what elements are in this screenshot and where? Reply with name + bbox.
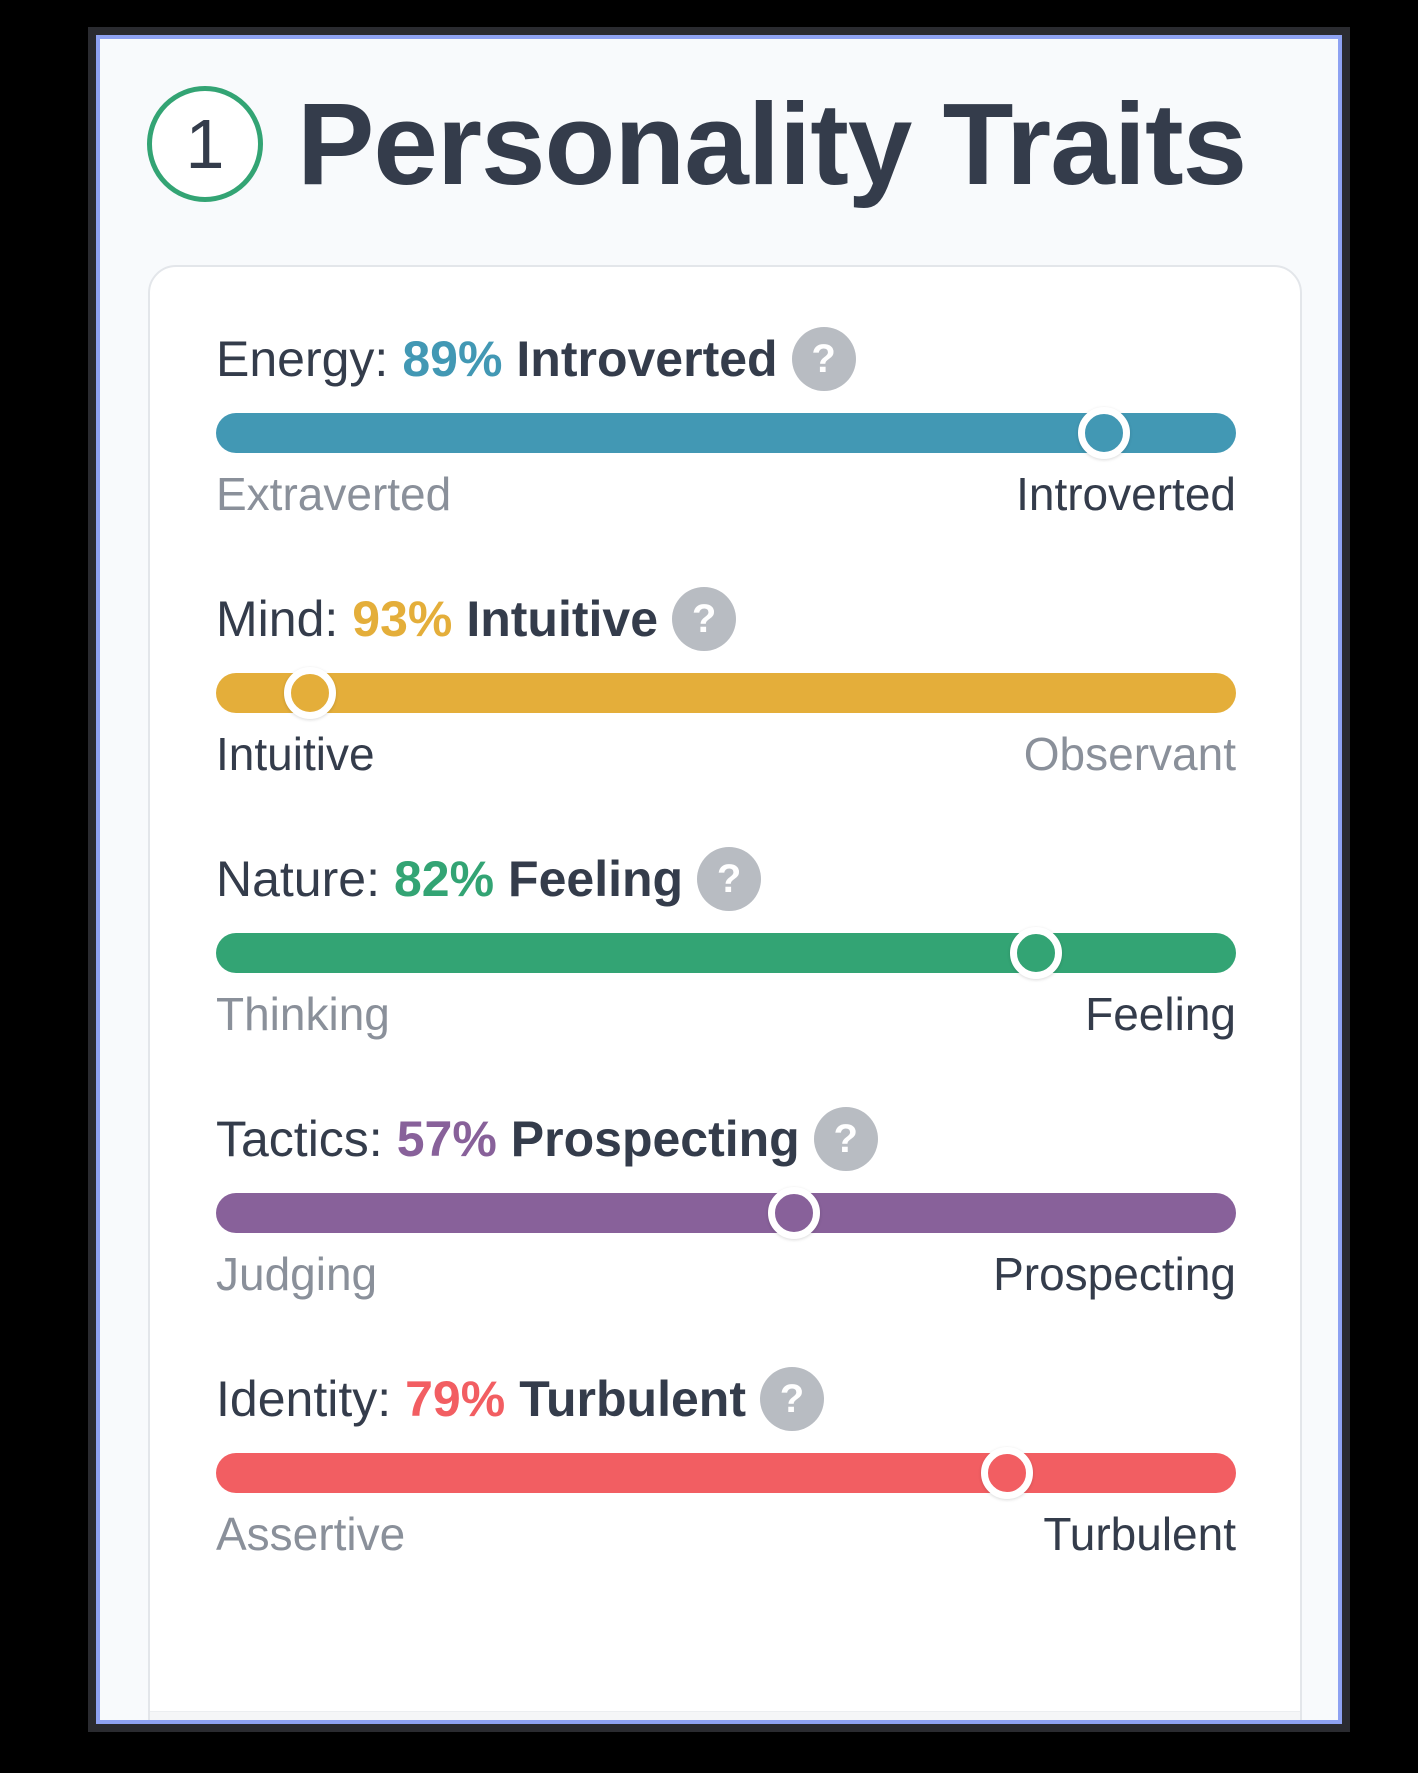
card-footer [150, 1711, 1300, 1720]
right-pole-label: Prospecting [993, 1248, 1236, 1300]
left-pole-label: Intuitive [216, 728, 375, 780]
left-pole-label: Thinking [216, 988, 390, 1040]
trait-mind: Mind: 93% Intuitive ? Intuitive Observan… [216, 585, 1236, 785]
trait-nature: Nature: 82% Feeling ? Thinking Feeling [216, 845, 1236, 1045]
trait-heading: Mind: 93% Intuitive ? [216, 585, 1236, 653]
trait-slider-thumb [1077, 407, 1130, 459]
trait-slider-thumb [980, 1447, 1033, 1499]
trait-heading: Energy: 89% Introverted ? [216, 325, 1236, 393]
trait-slider-thumb [283, 667, 336, 719]
help-icon[interactable]: ? [813, 1107, 878, 1171]
trait-slider-track [216, 667, 1236, 719]
trait-energy: Energy: 89% Introverted ? Extraverted In… [216, 325, 1236, 525]
right-pole-label: Feeling [1085, 988, 1236, 1040]
trait-percent: 57% [396, 1111, 497, 1167]
left-pole-label: Assertive [216, 1508, 406, 1560]
right-pole-label: Turbulent [1043, 1508, 1236, 1560]
trait-heading: Nature: 82% Feeling ? [216, 845, 1236, 913]
trait-percent: 89% [402, 331, 503, 387]
trait-slider-track [216, 1447, 1236, 1499]
trait-label: Tactics: [216, 1111, 383, 1167]
trait-heading: Identity: 79% Turbulent ? [216, 1365, 1236, 1433]
help-icon[interactable]: ? [697, 847, 762, 911]
trait-slider-track [216, 407, 1236, 459]
trait-label: Energy: [216, 331, 389, 387]
help-icon[interactable]: ? [760, 1367, 824, 1431]
step-number-badge: 1 [147, 86, 263, 202]
traits-card: Energy: 89% Introverted ? Extraverted In… [148, 265, 1302, 1720]
left-pole-label: Extraverted [216, 468, 452, 520]
trait-slider-track [216, 1187, 1236, 1239]
traits-panel: 1 Personality Traits Energy: 89% Introve… [96, 35, 1342, 1724]
trait-label: Nature: [216, 851, 380, 907]
right-pole-label: Introverted [1016, 468, 1236, 520]
trait-percent: 79% [405, 1371, 506, 1427]
section-header: 1 Personality Traits [147, 79, 1247, 209]
trait-poles: Assertive Turbulent [216, 1507, 1236, 1561]
page-title: Personality Traits [297, 79, 1247, 209]
right-pole-label: Observant [1023, 728, 1236, 780]
help-icon[interactable]: ? [672, 587, 737, 651]
trait-result: Feeling [508, 851, 684, 907]
trait-poles: Extraverted Introverted [216, 467, 1236, 521]
trait-slider-thumb [1009, 927, 1062, 979]
trait-label: Mind: [216, 591, 339, 647]
trait-percent: 93% [352, 591, 453, 647]
trait-result: Prospecting [510, 1111, 800, 1167]
trait-result: Turbulent [519, 1371, 746, 1427]
trait-tactics: Tactics: 57% Prospecting ? Judging Prosp… [216, 1105, 1236, 1305]
trait-heading: Tactics: 57% Prospecting ? [216, 1105, 1236, 1173]
trait-poles: Intuitive Observant [216, 727, 1236, 781]
trait-result: Intuitive [466, 591, 659, 647]
left-pole-label: Judging [216, 1248, 378, 1300]
trait-identity: Identity: 79% Turbulent ? Assertive Turb… [216, 1365, 1236, 1565]
help-icon[interactable]: ? [791, 327, 856, 391]
trait-label: Identity: [216, 1371, 392, 1427]
trait-poles: Judging Prospecting [216, 1247, 1236, 1301]
trait-slider-thumb [767, 1187, 820, 1239]
screenshot-frame: 1 Personality Traits Energy: 89% Introve… [88, 27, 1350, 1732]
trait-result: Introverted [516, 331, 778, 387]
trait-slider-track [216, 927, 1236, 979]
trait-poles: Thinking Feeling [216, 987, 1236, 1041]
trait-percent: 82% [393, 851, 495, 907]
